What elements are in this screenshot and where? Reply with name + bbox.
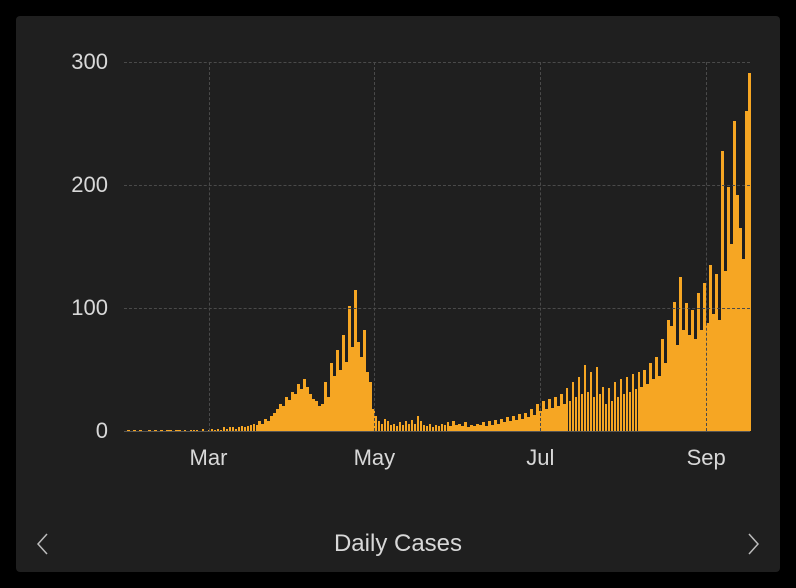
- chevron-right-icon: [747, 532, 761, 556]
- prev-button[interactable]: [24, 526, 60, 562]
- chart-card: 0 100 200 300 Mar May Jul Sep Daily Cases: [16, 16, 780, 572]
- x-tick-label: Mar: [190, 445, 228, 471]
- bar: [202, 429, 205, 431]
- bar-container: [124, 62, 750, 431]
- chart-footer: Daily Cases: [16, 516, 780, 572]
- next-button[interactable]: [736, 526, 772, 562]
- card-notch: [760, 572, 782, 586]
- card-notch: [14, 572, 36, 586]
- gridline-v: [209, 62, 210, 431]
- chart-title: Daily Cases: [334, 530, 462, 558]
- y-tick-label: 0: [96, 418, 108, 444]
- gridline-v: [540, 62, 541, 431]
- bar: [133, 430, 136, 431]
- bar: [139, 430, 142, 431]
- y-tick-label: 100: [71, 295, 108, 321]
- y-tick-label: 200: [71, 172, 108, 198]
- bar: [184, 430, 187, 431]
- bar: [148, 430, 151, 431]
- bar: [169, 430, 172, 431]
- plot-area: 0100200300MarMayJulSep: [124, 62, 750, 432]
- gridline-v: [374, 62, 375, 431]
- bar: [160, 430, 163, 431]
- x-tick-label: Sep: [687, 445, 726, 471]
- gridline-h: [124, 308, 750, 309]
- chevron-left-icon: [35, 532, 49, 556]
- gridline-v: [706, 62, 707, 431]
- gridline-h: [124, 185, 750, 186]
- gridline-h: [124, 62, 750, 63]
- bar: [127, 430, 130, 431]
- bar: [178, 430, 181, 431]
- bar: [748, 73, 751, 431]
- y-tick-label: 300: [71, 49, 108, 75]
- x-tick-label: Jul: [526, 445, 554, 471]
- bar: [196, 430, 199, 431]
- bar: [154, 430, 157, 431]
- x-tick-label: May: [354, 445, 396, 471]
- plot-wrap: 0 100 200 300 Mar May Jul Sep: [16, 16, 780, 516]
